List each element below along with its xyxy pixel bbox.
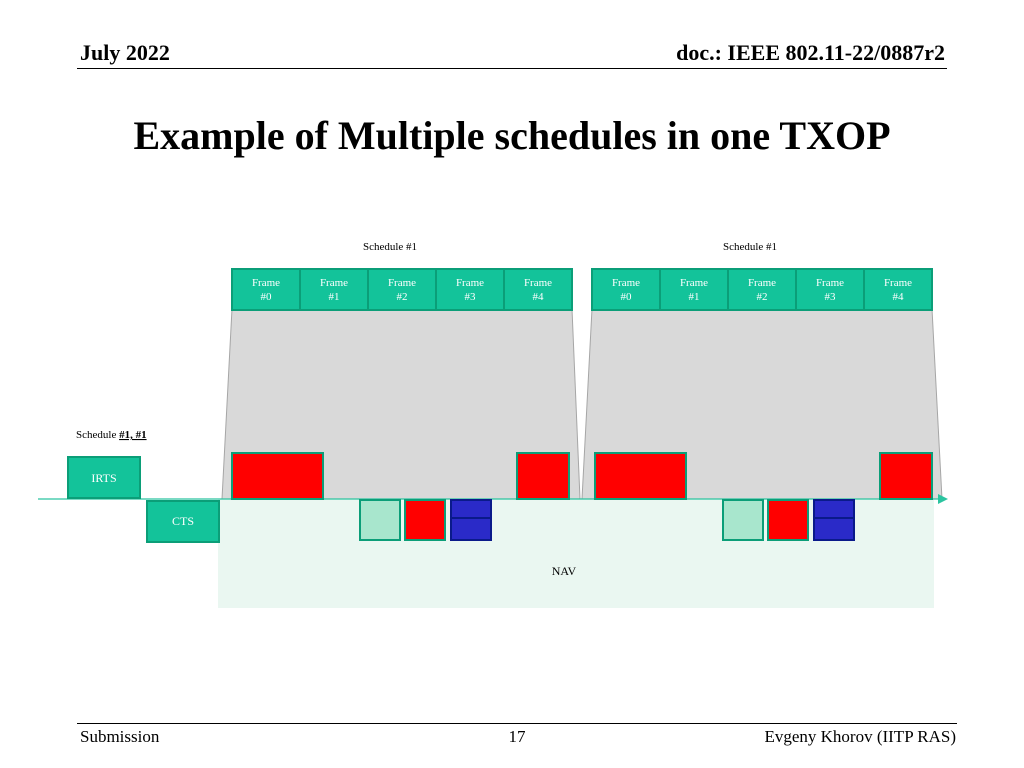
- blue-transmission: [813, 517, 855, 541]
- frame-label: Frame: [388, 277, 416, 289]
- header-doc-id: doc.: IEEE 802.11-22/0887r2: [676, 40, 945, 65]
- footer-divider: [77, 723, 957, 724]
- red-transmission: [879, 452, 933, 500]
- frame-row-1: Frame #0 Frame #1 Frame #2 Frame #3 Frame #4: [231, 268, 573, 311]
- frame-label: Frame: [748, 277, 776, 289]
- frame-box: [591, 268, 661, 311]
- red-transmission: [594, 452, 687, 500]
- frame-label: #3: [465, 291, 477, 303]
- frame-label: #0: [621, 291, 633, 303]
- frame-label: Frame: [612, 277, 640, 289]
- light-green-transmission: [359, 499, 401, 541]
- frame-label: #1: [689, 291, 700, 303]
- cts-label: CTS: [172, 514, 194, 528]
- frame-label: Frame: [252, 277, 280, 289]
- frame-label: Frame: [320, 277, 348, 289]
- cts-frame: CTS: [146, 500, 220, 543]
- header-divider: [77, 68, 947, 69]
- footer-submission: Submission: [80, 727, 160, 746]
- frame-label: #2: [757, 291, 768, 303]
- irts-frame: IRTS: [67, 456, 141, 499]
- irts-label: IRTS: [91, 471, 116, 485]
- schedule-group-1: Schedule #1 Frame #0 Frame #1 Frame #2 Frame #3…: [221, 241, 581, 500]
- schedule-ids-label: Schedule #1, #1: [76, 429, 147, 441]
- frame-box: [863, 268, 933, 311]
- frame-label: Frame: [884, 277, 912, 289]
- frame-box: [659, 268, 729, 311]
- frame-label: Frame: [816, 277, 844, 289]
- frame-label: #2: [397, 291, 408, 303]
- slide-title: Example of Multiple schedules in one TXO…: [133, 113, 891, 158]
- time-axis-arrowhead: [938, 494, 948, 504]
- frame-label: Frame: [524, 277, 552, 289]
- frame-box: [367, 268, 437, 311]
- schedule-label-1: Schedule #1: [363, 241, 417, 253]
- irts-box: [67, 456, 141, 499]
- frame-box: [435, 268, 505, 311]
- red-transmission: [231, 452, 324, 500]
- frame-label: #4: [893, 291, 905, 303]
- red-transmission: [404, 499, 446, 541]
- header-date: July 2022: [80, 40, 170, 65]
- schedule-ids-bold: #1, #1: [119, 429, 147, 441]
- red-transmission: [767, 499, 809, 541]
- footer-author: Evgeny Khorov (IITP RAS): [764, 727, 956, 746]
- frame-label: Frame: [680, 277, 708, 289]
- light-green-transmission: [722, 499, 764, 541]
- cts-box: [146, 500, 220, 543]
- schedule-2-transmissions: [594, 452, 933, 541]
- nav-label: NAV: [552, 564, 577, 578]
- frame-label: #0: [261, 291, 273, 303]
- frame-box: [231, 268, 301, 311]
- schedule-1-transmissions: [231, 452, 570, 541]
- schedule-label-2: Schedule #1: [723, 241, 777, 253]
- red-transmission: [516, 452, 570, 500]
- frame-box: [795, 268, 865, 311]
- frame-box: [727, 268, 797, 311]
- frame-box: [503, 268, 573, 311]
- frame-row-2: Frame #0 Frame #1 Frame #2 Frame #3 Frame #4: [591, 268, 933, 311]
- frame-box: [299, 268, 369, 311]
- blue-transmission: [450, 517, 492, 541]
- frame-label: #4: [533, 291, 545, 303]
- frame-label: #1: [329, 291, 340, 303]
- page-number: 17: [508, 727, 526, 746]
- schedule-ids-prefix: Schedule: [76, 429, 119, 441]
- frame-label: #3: [825, 291, 837, 303]
- schedule-group-2: Schedule #1 Frame #0 Frame #1 Frame #2 Frame #3…: [581, 241, 943, 500]
- frame-label: Frame: [456, 277, 484, 289]
